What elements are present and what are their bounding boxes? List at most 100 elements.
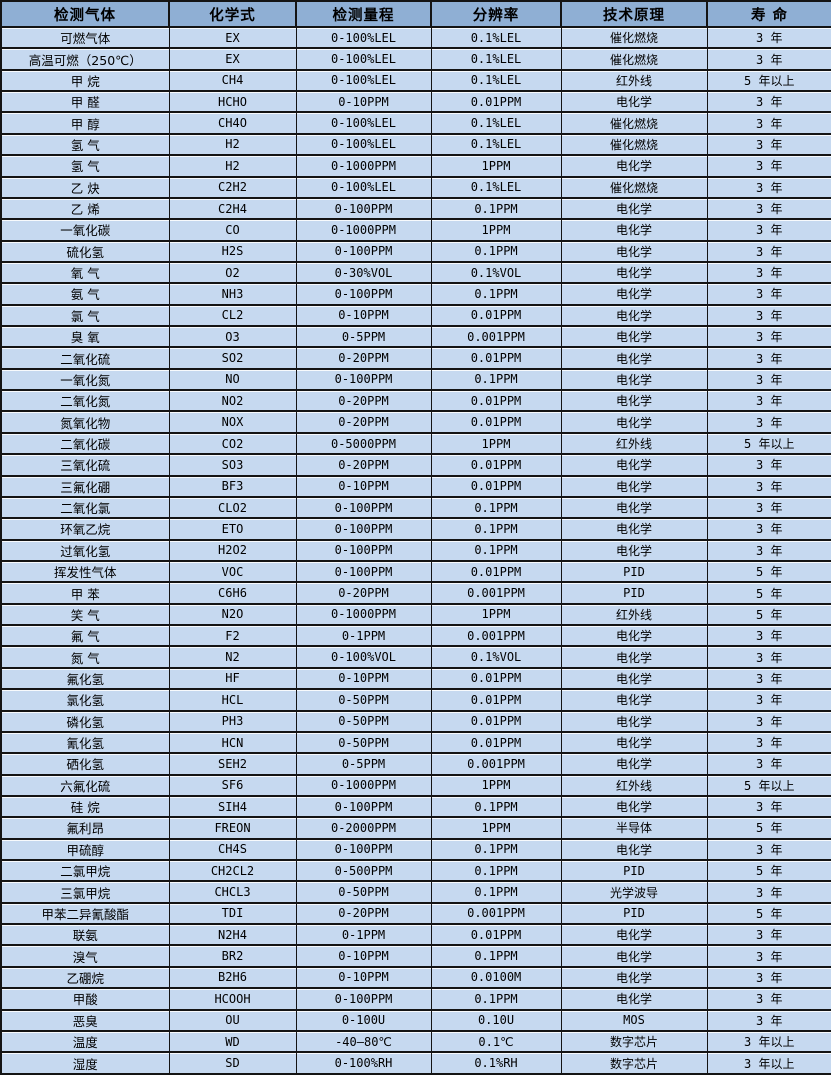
table-row: 氢 气 H2 0-1000PPM 1PPM 电化学 3 年: [0, 154, 831, 177]
cell-principle: PID: [560, 858, 708, 882]
table-row: 氨 气 NH3 0-100PPM 0.1PPM 电化学 3 年: [0, 282, 831, 305]
cell-range: 0-100PPM: [295, 495, 432, 519]
cell-resolution: 1PPM: [430, 218, 562, 241]
cell-lifetime: 3 年以上: [706, 1051, 831, 1074]
cell-range: 0-5PPM: [295, 325, 432, 348]
table-row: 温度 WD -40—80℃ 0.1℃ 数字芯片 3 年以上: [0, 1029, 831, 1053]
cell-lifetime: 5 年: [706, 858, 831, 882]
table-row: 六氟化硫 SF6 0-1000PPM 1PPM 红外线 5 年以上: [0, 773, 831, 796]
cell-resolution: 0.001PPM: [430, 752, 562, 775]
cell-formula: CH4O: [168, 111, 297, 134]
cell-formula: N2H4: [168, 923, 297, 946]
cell-range: 0-100%LEL: [295, 111, 432, 134]
cell-range: 0-10PPM: [295, 944, 432, 967]
cell-resolution: 0.1%LEL: [430, 132, 562, 156]
cell-principle: PID: [560, 559, 708, 583]
cell-gas: 氟 气: [0, 624, 170, 647]
cell-principle: 催化燃烧: [560, 47, 708, 70]
cell-formula: CH2CL2: [168, 858, 297, 882]
cell-principle: 电化学: [560, 645, 708, 668]
cell-principle: 催化燃烧: [560, 175, 708, 198]
cell-formula: VOC: [168, 559, 297, 583]
cell-formula: C2H2: [168, 175, 297, 198]
cell-lifetime: 3 年: [706, 260, 831, 284]
cell-lifetime: 3 年: [706, 175, 831, 198]
table-row: 乙 烯 C2H4 0-100PPM 0.1PPM 电化学 3 年: [0, 196, 831, 220]
table-row: 三氧化硫 SO3 0-20PPM 0.01PPM 电化学 3 年: [0, 453, 831, 476]
cell-resolution: 0.01PPM: [430, 709, 562, 732]
cell-principle: 电化学: [560, 624, 708, 647]
cell-gas: 一氧化氮: [0, 367, 170, 391]
cell-range: 0-20PPM: [295, 901, 432, 925]
cell-lifetime: 5 年: [706, 602, 831, 626]
cell-lifetime: 3 年: [706, 111, 831, 134]
cell-formula: H2: [168, 132, 297, 156]
cell-gas: 甲酸: [0, 987, 170, 1010]
cell-range: 0-1000PPM: [295, 773, 432, 796]
table-row: 一氧化碳 CO 0-1000PPM 1PPM 电化学 3 年: [0, 218, 831, 241]
cell-formula: PH3: [168, 709, 297, 732]
cell-principle: 电化学: [560, 282, 708, 305]
cell-range: 0-10PPM: [295, 666, 432, 690]
table-row: 甲酸 HCOOH 0-100PPM 0.1PPM 电化学 3 年: [0, 987, 831, 1010]
cell-lifetime: 3 年: [706, 239, 831, 262]
table-row: 氮 气 N2 0-100%VOL 0.1%VOL 电化学 3 年: [0, 645, 831, 668]
table-row: 硫化氢 H2S 0-100PPM 0.1PPM 电化学 3 年: [0, 239, 831, 262]
table-row: 联氨 N2H4 0-1PPM 0.01PPM 电化学 3 年: [0, 923, 831, 946]
cell-formula: HF: [168, 666, 297, 690]
cell-lifetime: 3 年: [706, 965, 831, 989]
cell-resolution: 0.001PPM: [430, 581, 562, 604]
cell-range: 0-1PPM: [295, 624, 432, 647]
cell-resolution: 0.1PPM: [430, 517, 562, 540]
table-row: 笑 气 N2O 0-1000PPM 1PPM 红外线 5 年: [0, 602, 831, 626]
cell-lifetime: 3 年: [706, 794, 831, 818]
table-row: 二氧化氮 NO2 0-20PPM 0.01PPM 电化学 3 年: [0, 389, 831, 412]
cell-gas: 六氟化硫: [0, 773, 170, 796]
table-row: 过氧化氢 H2O2 0-100PPM 0.1PPM 电化学 3 年: [0, 538, 831, 561]
cell-lifetime: 3 年: [706, 709, 831, 732]
cell-lifetime: 3 年: [706, 303, 831, 327]
cell-formula: FREON: [168, 816, 297, 839]
cell-formula: CO: [168, 218, 297, 241]
table-row: 甲 醛 HCHO 0-10PPM 0.01PPM 电化学 3 年: [0, 90, 831, 113]
cell-gas: 乙硼烷: [0, 965, 170, 989]
column-header-principle: 技术原理: [560, 1, 708, 28]
cell-gas: 甲硫醇: [0, 837, 170, 861]
cell-formula: SD: [168, 1051, 297, 1074]
cell-principle: 电化学: [560, 709, 708, 732]
cell-resolution: 0.01PPM: [430, 453, 562, 476]
cell-gas: 氢 气: [0, 132, 170, 156]
cell-principle: 电化学: [560, 666, 708, 690]
cell-resolution: 1PPM: [430, 602, 562, 626]
cell-formula: F2: [168, 624, 297, 647]
cell-range: 0-20PPM: [295, 581, 432, 604]
table-row: 环氧乙烷 ETO 0-100PPM 0.1PPM 电化学 3 年: [0, 517, 831, 540]
cell-gas: 甲 烷: [0, 68, 170, 92]
cell-gas: 氯化氢: [0, 688, 170, 711]
cell-range: 0-30%VOL: [295, 260, 432, 284]
cell-principle: 电化学: [560, 517, 708, 540]
cell-resolution: 0.01PPM: [430, 474, 562, 497]
cell-range: 0-100%LEL: [295, 25, 432, 49]
cell-formula: CHCL3: [168, 880, 297, 903]
table-row: 甲 醇 CH4O 0-100%LEL 0.1%LEL 催化燃烧 3 年: [0, 111, 831, 134]
cell-resolution: 0.1PPM: [430, 239, 562, 262]
cell-resolution: 0.1PPM: [430, 987, 562, 1010]
cell-gas: 三氟化硼: [0, 474, 170, 497]
cell-principle: 电化学: [560, 495, 708, 519]
cell-formula: H2S: [168, 239, 297, 262]
cell-principle: 电化学: [560, 260, 708, 284]
cell-principle: 电化学: [560, 923, 708, 946]
cell-range: 0-100PPM: [295, 239, 432, 262]
cell-gas: 氢 气: [0, 154, 170, 177]
cell-formula: NH3: [168, 282, 297, 305]
cell-resolution: 0.1PPM: [430, 794, 562, 818]
cell-gas: 磷化氢: [0, 709, 170, 732]
cell-range: 0-1000PPM: [295, 218, 432, 241]
cell-resolution: 0.01PPM: [430, 90, 562, 113]
cell-gas: 乙 炔: [0, 175, 170, 198]
cell-principle: 电化学: [560, 538, 708, 561]
cell-formula: N2O: [168, 602, 297, 626]
cell-range: 0-50PPM: [295, 730, 432, 754]
cell-lifetime: 3 年: [706, 688, 831, 711]
